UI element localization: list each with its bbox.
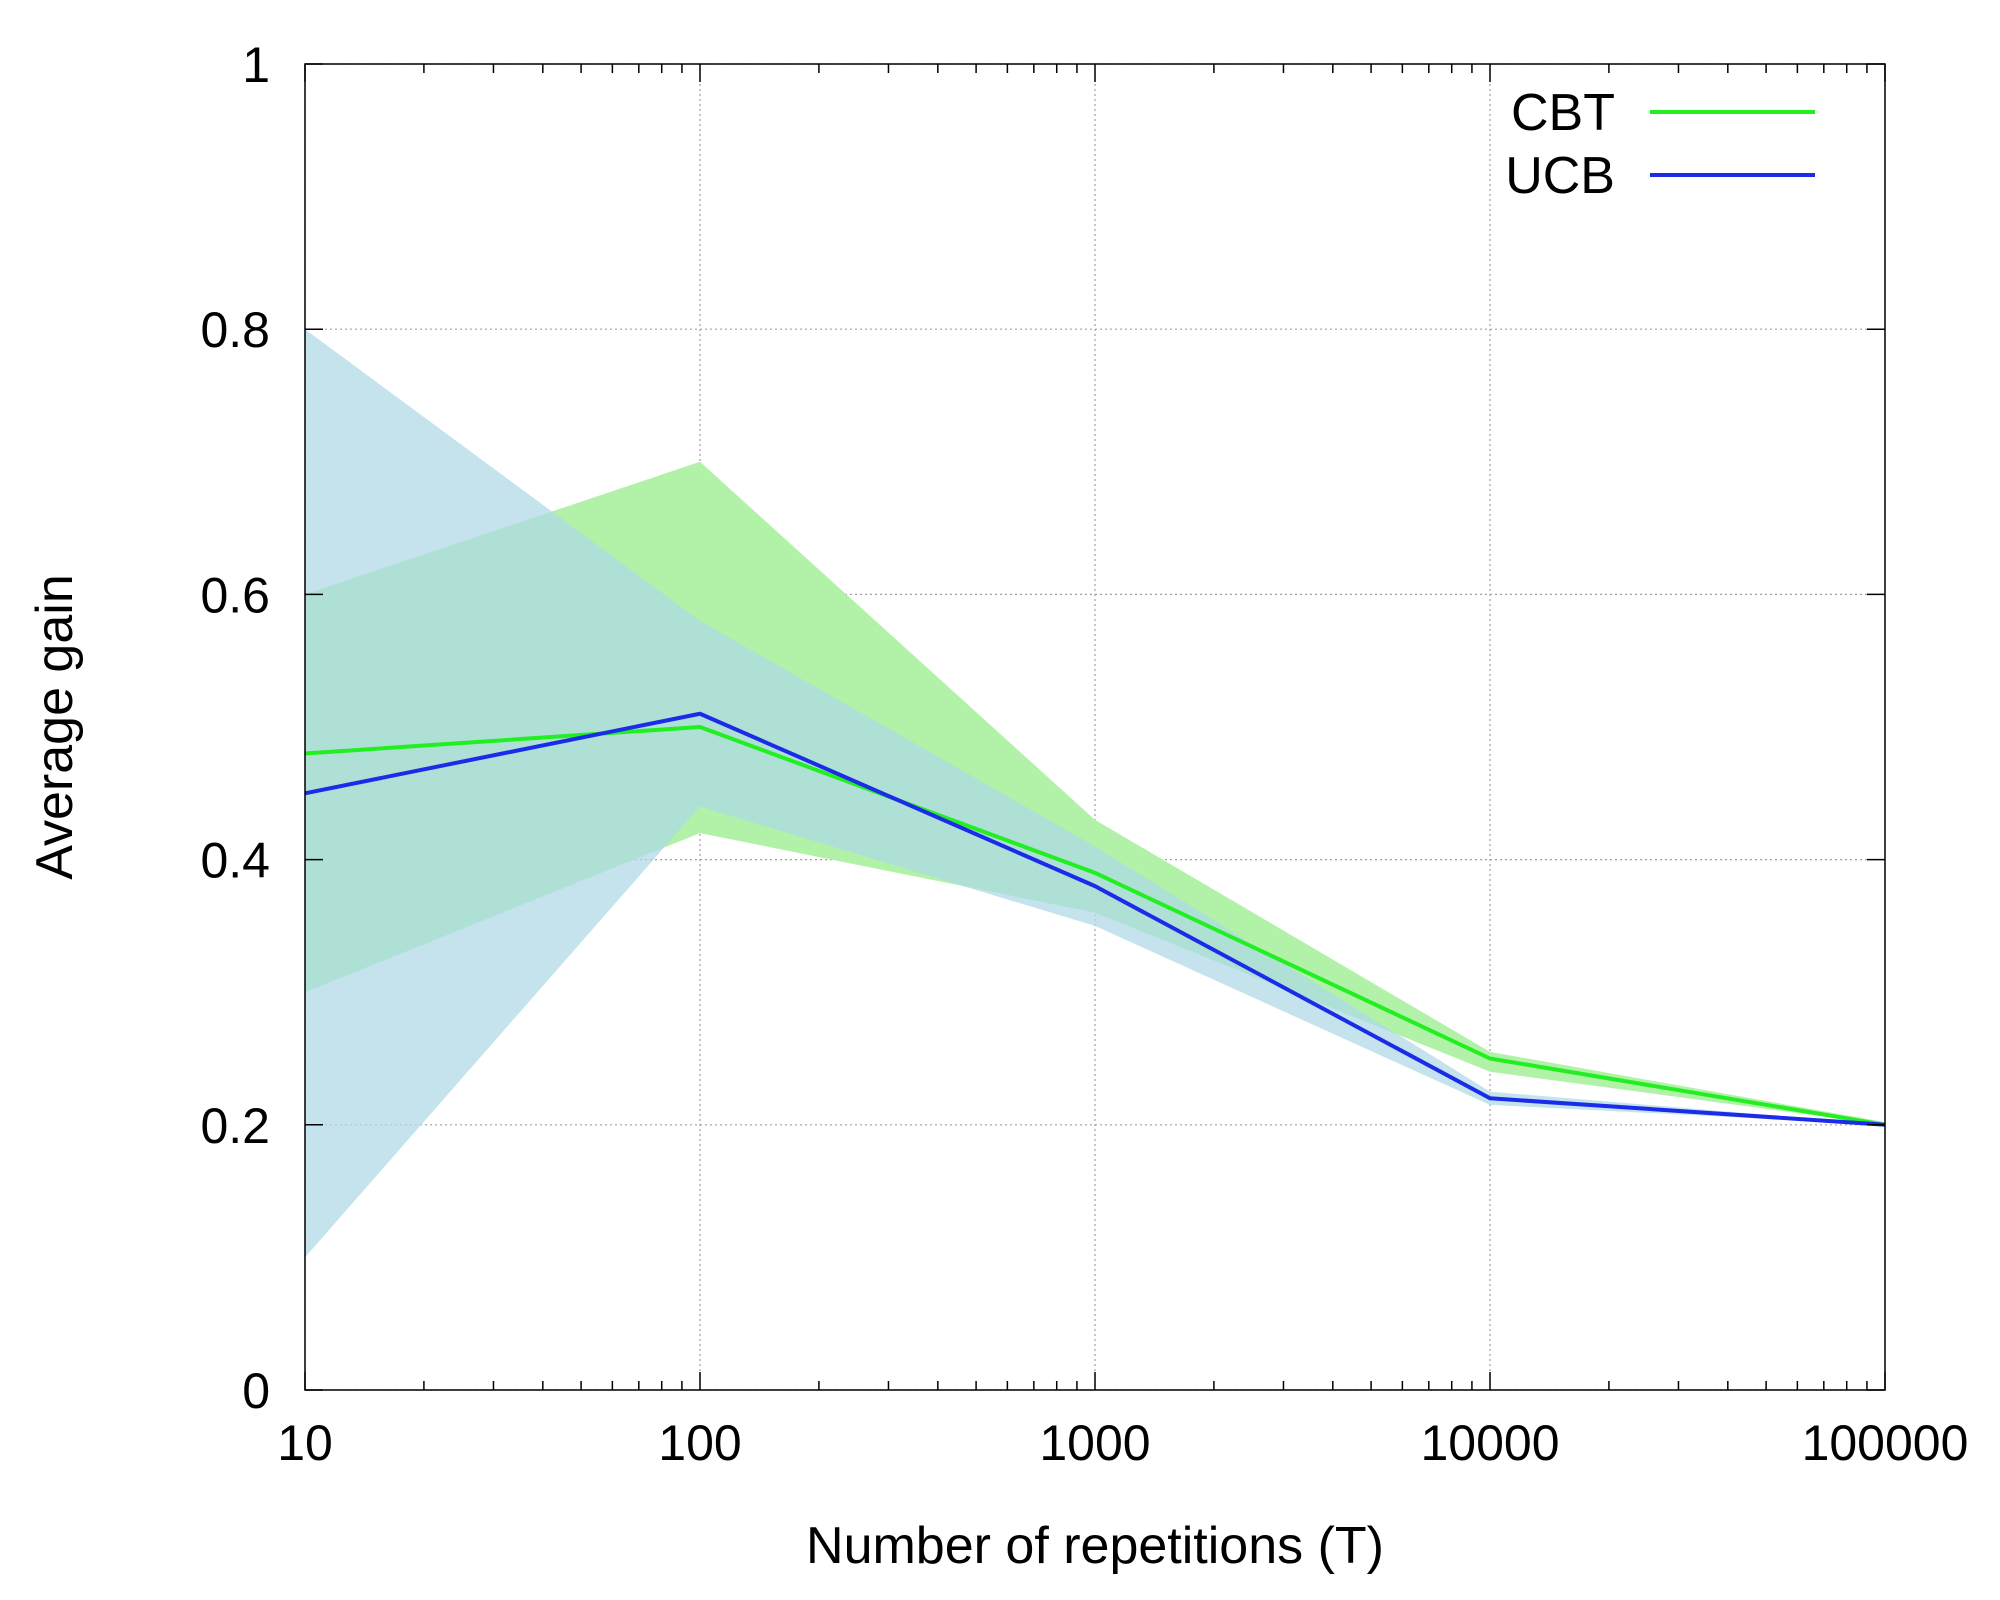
y-axis-label: Average gain: [26, 574, 84, 880]
y-tick-label: 0.8: [200, 302, 270, 358]
x-tick-label: 1000: [1039, 1415, 1150, 1471]
series-line-ucb: [304, 711, 1886, 1127]
y-tick-label: 0.6: [200, 567, 270, 623]
y-tick-label: 0.4: [200, 833, 270, 889]
legend-label-ucb: UCB: [1505, 147, 1615, 205]
band-ucb: [305, 329, 1885, 1258]
y-tick-label: 0: [242, 1363, 270, 1419]
y-tick-labels: 0 0.2 0.4 0.6 0.8 1: [200, 37, 270, 1419]
x-tick-labels: 10 100 1000 10000 100000: [277, 1415, 1968, 1471]
x-axis-label: Number of repetitions (T): [806, 1517, 1384, 1575]
y-tick-label: 1: [242, 37, 270, 93]
axis-ticks: [304, 63, 1886, 1391]
series-lines: [304, 711, 1886, 1127]
y-tick-label: 0.2: [200, 1098, 270, 1154]
series-line-cbt: [304, 725, 1886, 1127]
x-tick-label: 10: [277, 1415, 333, 1471]
x-tick-label: 100000: [1802, 1415, 1969, 1471]
x-tick-label: 10000: [1420, 1415, 1559, 1471]
x-tick-label: 100: [658, 1415, 741, 1471]
confidence-bands: [305, 329, 1885, 1258]
legend-label-cbt: CBT: [1511, 84, 1615, 142]
